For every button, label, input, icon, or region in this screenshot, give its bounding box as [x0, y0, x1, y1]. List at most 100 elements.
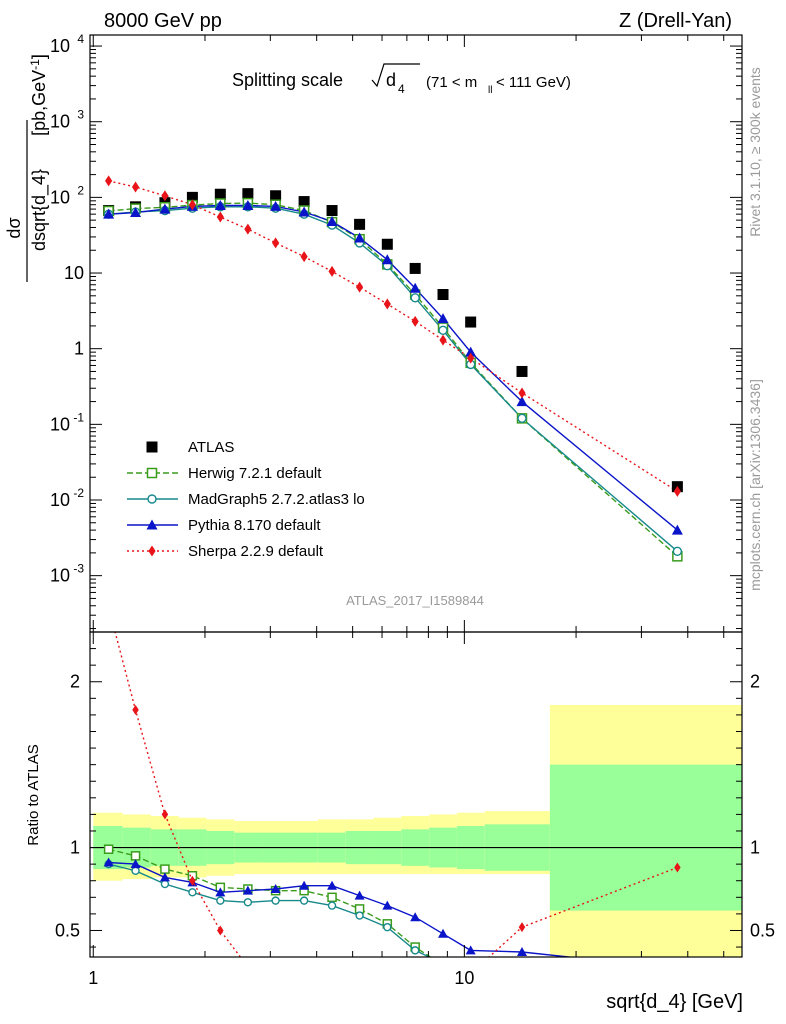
sherpa-ratio-point — [518, 922, 526, 933]
pythia-ratio-point — [516, 947, 527, 957]
sherpa-point — [467, 352, 475, 364]
pythia-ratio-point — [354, 890, 365, 900]
sherpa-point — [131, 181, 140, 193]
madgraph-point — [410, 293, 420, 303]
data-point — [516, 365, 528, 377]
sherpa-line — [108, 180, 678, 492]
pythia-point — [409, 282, 421, 293]
title-cut-tail: < 111 GeV) — [496, 74, 571, 91]
uncertainty-band-inner — [549, 764, 742, 911]
pythia-point — [214, 200, 226, 211]
sherpa-point — [673, 485, 681, 497]
ratio-y-tick-label: 0.5 — [55, 920, 80, 940]
header-left: 8000 GeV pp — [104, 10, 222, 32]
madgraph-ratio-point — [216, 896, 225, 905]
y-tick-label-exp: -2 — [73, 486, 84, 500]
y-tick-label-exp: 3 — [77, 108, 84, 122]
data-point — [214, 188, 226, 200]
sherpa-point — [105, 175, 113, 187]
legend-marker-data — [146, 441, 158, 453]
pythia-ratio-point — [327, 880, 338, 890]
analysis-id: ATLAS_2017_I1589844 — [346, 593, 484, 608]
pythia-point — [298, 206, 310, 217]
data-point — [298, 196, 310, 208]
plot-title: Splitting scale d 4 (71 < m ll < 111 GeV… — [232, 63, 571, 96]
ratio-y-tick-label-right: 1 — [750, 838, 760, 858]
pythia-ratio-point — [299, 880, 310, 890]
madgraph-ratio-point — [410, 946, 420, 955]
madgraph-ratio-point — [160, 879, 170, 889]
pythia-ratio-point — [465, 945, 476, 955]
sherpa-ratio-point — [217, 925, 224, 936]
pythia-point — [671, 524, 683, 535]
data-point — [270, 190, 282, 202]
pythia-ratio-line — [108, 861, 576, 957]
madgraph-point — [517, 413, 527, 424]
y-label-numerator: dσ — [4, 217, 24, 238]
y-tick-label: 10 — [50, 566, 70, 586]
madgraph-ratio-point — [271, 896, 280, 905]
header-right: Z (Drell-Yan) — [619, 10, 732, 32]
pythia-point — [242, 200, 254, 211]
rivet-label: Rivet 3.1.10, ≥ 300k events — [747, 67, 763, 237]
ratio-y-tick-label: 1 — [70, 838, 80, 858]
madgraph-ratio-point — [327, 901, 337, 910]
sherpa-point — [328, 265, 336, 277]
y-tick-label: 10 — [50, 112, 70, 132]
title-sqrt-arg: d — [386, 70, 396, 90]
x-axis-label: sqrt{d_4} [GeV] — [606, 991, 743, 1013]
mcplots-label: mcplots.cern.ch [arXiv:1306.3436] — [747, 379, 763, 591]
legend-marker-pythia — [146, 519, 158, 530]
data-point — [326, 205, 338, 217]
pythia-ratio-point — [438, 928, 449, 938]
madgraph-point — [438, 325, 448, 335]
sherpa-ratio-point — [189, 875, 196, 886]
madgraph-ratio-point — [440, 960, 447, 967]
legend-label-pythia: Pythia 8.170 default — [188, 517, 321, 534]
data-point — [437, 289, 449, 301]
herwig-ratio-point — [327, 892, 337, 903]
y-tick-label-exp: -3 — [73, 562, 84, 576]
pythia-point — [354, 232, 366, 243]
data-point — [465, 316, 477, 328]
pythia-ratio-point — [270, 884, 281, 894]
pythia-point — [437, 313, 449, 324]
sherpa-point — [518, 387, 526, 399]
sherpa-ratio-point — [132, 704, 139, 715]
pythia-ratio-point — [215, 887, 226, 897]
data-point — [186, 191, 198, 203]
legend-marker-herwig — [146, 467, 158, 479]
pythia-point — [270, 200, 282, 211]
y-label-units: [pb,GeV-1] — [28, 54, 49, 136]
herwig-ratio-point — [103, 844, 114, 854]
y-tick-label-exp: 2 — [77, 183, 84, 197]
data-point — [242, 188, 254, 200]
madgraph-point — [672, 546, 683, 556]
y-tick-label: 10 — [50, 36, 70, 56]
pythia-ratio-point — [103, 857, 114, 867]
y-tick-label: 1 — [74, 339, 84, 359]
ratio-frame — [89, 631, 743, 958]
ratio-y-tick-label-right: 2 — [750, 672, 760, 692]
title-main: Splitting scale — [232, 70, 343, 90]
sherpa-point — [383, 298, 391, 310]
legend-label-data: ATLAS — [188, 439, 234, 456]
main-y-label: dσ dsqrt{d_4} [pb,GeV-1] — [4, 54, 50, 282]
data-point — [381, 238, 393, 250]
pythia-ratio-point — [410, 912, 421, 922]
madgraph-ratio-point — [355, 911, 364, 920]
y-tick-label: 10 — [64, 263, 84, 283]
ratio-panel: 0.5 0.5 1 1 2 2 Ratio to ATLAS — [25, 631, 775, 967]
ratio-y-tick-label-right: 0.5 — [750, 920, 775, 940]
y-label-denominator: dsqrt{d_4} — [29, 169, 50, 251]
legend-label-madgraph: MadGraph5 2.7.2.atlas3 lo — [188, 491, 365, 508]
title-cut-sub: ll — [488, 85, 492, 96]
sherpa-point — [439, 334, 447, 346]
pythia-point — [381, 254, 393, 265]
herwig-ratio-point — [130, 851, 141, 861]
y-tick-label: 10 — [50, 490, 70, 510]
herwig-ratio-point — [160, 864, 170, 874]
sherpa-ratio-point — [161, 809, 169, 820]
ratio-y-label: Ratio to ATLAS — [25, 744, 42, 845]
ratio-y-tick-label: 2 — [70, 672, 80, 692]
